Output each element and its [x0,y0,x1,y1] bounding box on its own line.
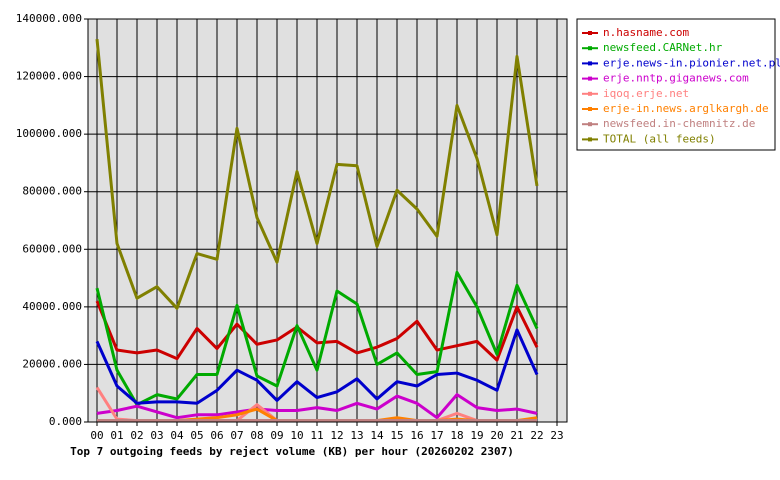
legend-marker [588,137,592,142]
y-tick-label: 120000.000 [16,70,82,83]
chart-title: Top 7 outgoing feeds by reject volume (K… [70,445,514,458]
series-line [95,39,539,310]
x-tick-label: 19 [470,429,483,442]
legend-label: erje-in.news.arglkargh.de [603,102,769,115]
legend-label: TOTAL (all feeds) [603,132,716,145]
legend-marker [588,76,592,81]
series-line [96,393,538,420]
x-tick-label: 15 [390,429,403,442]
x-tick-label: 12 [330,429,343,442]
plot-border [87,18,568,423]
x-tick-label: 06 [210,429,223,442]
x-tick-label: 17 [430,429,443,442]
x-tick-label: 07 [230,429,243,442]
legend-label: n.hasname.com [603,26,689,39]
series-line [95,270,539,407]
legend-marker [588,31,592,35]
x-tick-label: 23 [550,429,563,442]
x-tick-label: 21 [510,429,523,442]
x-tick-label: 11 [310,429,323,442]
legend-marker [588,107,592,111]
legend: n.hasname.com newsfeed.CARNet.hr erje.news… [576,18,780,151]
y-tick-label: 80000.000 [22,185,82,198]
y-tick-label: 100000.000 [16,127,82,140]
x-tick-label: 01 [110,429,123,442]
x-tick-label: 03 [150,429,163,442]
series-line [95,328,539,405]
x-tick-label: 22 [530,429,543,442]
plot-area [88,19,567,422]
legend-label: newsfeed.in-chemnitz.de [603,117,755,130]
legend-label: newsfeed.CARNet.hr [603,41,723,54]
legend-label: erje.nntp.giganews.com [603,72,749,85]
series-line [95,300,539,362]
legend-label: erje.news-in.pionier.net.pl [603,56,780,69]
legend-marker [588,46,592,51]
x-tick-label: 09 [270,429,283,442]
x-tick-label: 10 [290,429,303,442]
x-tick-label: 05 [190,429,203,442]
x-tick-label: 18 [450,429,463,442]
y-tick-label: 140000.000 [16,12,82,25]
y-tick-label: 40000.000 [22,300,82,313]
legend-box [576,18,776,151]
x-tick-label: 16 [410,429,423,442]
legend-label: iqoq.erje.net [603,87,689,100]
x-tick-label: 14 [370,429,384,442]
legend-marker [588,91,592,96]
y-tick-label: 20000.000 [22,357,82,370]
legend-marker [588,122,592,127]
x-tick-label: 13 [350,429,363,442]
y-tick-label: 0.000 [49,415,82,428]
series-lines [95,39,539,423]
x-tick-label: 00 [90,429,103,442]
x-tick-label: 20 [490,429,503,442]
x-tick-label: 04 [170,429,184,442]
y-tick-label: 60000.000 [22,242,82,255]
x-tick-label: 02 [130,429,143,442]
legend-marker [588,61,592,66]
x-tick-label: 08 [250,429,263,442]
